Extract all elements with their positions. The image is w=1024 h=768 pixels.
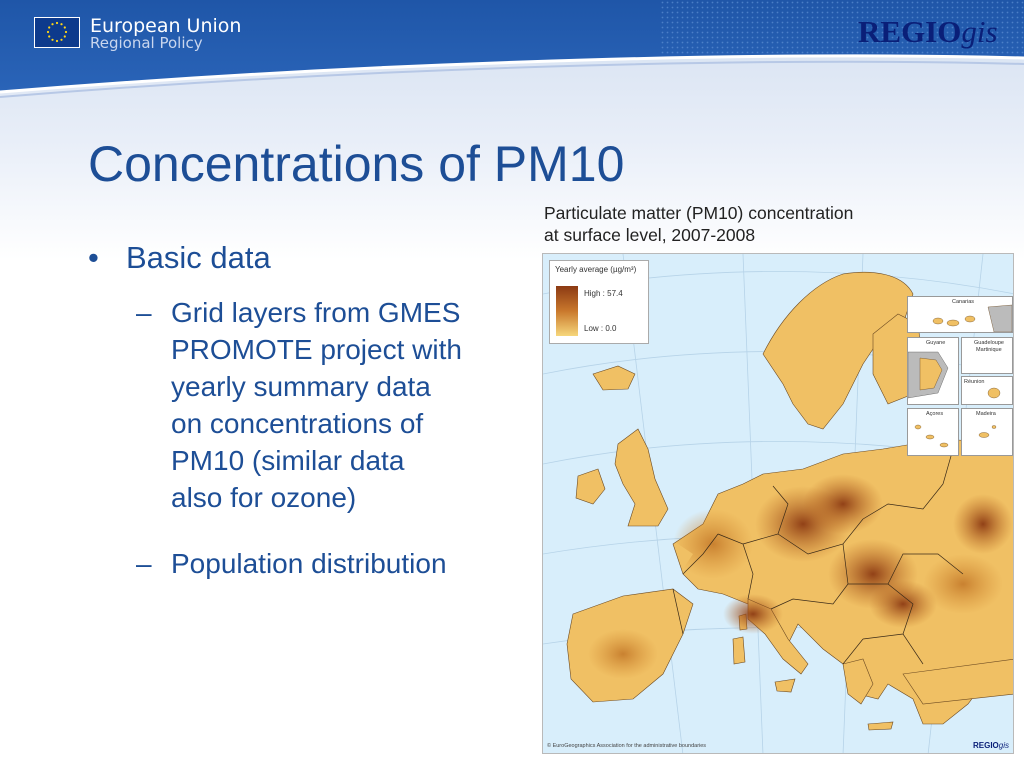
map-copyright: © EuroGeographics Association for the ad… xyxy=(547,743,707,749)
eu-org-name: European Union xyxy=(90,15,242,37)
inset-label: Réunion xyxy=(964,379,985,385)
subbullet-line: PM10 (similar data xyxy=(171,445,405,476)
subbullet-marker: – xyxy=(136,548,152,579)
subbullet-line: also for ozone) xyxy=(171,482,357,513)
outermost-region-insets: Canarias Guyane Guadeloupe Martinique Ré… xyxy=(907,296,1013,456)
legend-gradient xyxy=(556,286,578,336)
header-band: European Union Regional Policy REGIOgis xyxy=(0,0,1024,105)
inset-label: Guadeloupe xyxy=(974,340,1004,346)
subbullet-line: on concentrations of xyxy=(171,408,424,439)
inset-label: Açores xyxy=(926,411,944,417)
inset-reunion: Réunion xyxy=(961,376,1013,405)
eu-org-subtitle: Regional Policy xyxy=(90,34,203,52)
regiogis-logo-suffix: gis xyxy=(961,14,998,49)
inset-label: Guyane xyxy=(926,340,946,346)
subbullet-line: Grid layers from GMES xyxy=(171,297,461,328)
regiogis-logo: REGIOgis xyxy=(858,14,998,50)
map-logo-suffix: gis xyxy=(998,741,1009,750)
slide-title: Concentrations of PM10 xyxy=(88,136,625,192)
inset-guadeloupe-martinique: Guadeloupe Martinique xyxy=(961,337,1013,374)
inset-canarias: Canarias xyxy=(907,296,1013,333)
subbullet-line: yearly summary data xyxy=(171,371,431,402)
eu-flag-icon xyxy=(34,17,80,48)
map-drawing xyxy=(543,254,1013,753)
map-legend: Yearly average (µg/m³) High : 57.4 Low :… xyxy=(549,260,649,344)
inset-acores: Açores xyxy=(907,408,959,456)
map-logo-main: REGIO xyxy=(972,741,999,750)
legend-high: High : 57.4 xyxy=(584,289,623,298)
bullet-text: Basic data xyxy=(126,240,271,275)
inset-madeira: Madeira xyxy=(961,408,1013,456)
subbullet-text: Grid layers from GMES PROMOTE project wi… xyxy=(171,294,462,516)
subbullet-marker: – xyxy=(136,297,152,328)
subbullet-text: Population distribution xyxy=(171,548,447,579)
inset-guyane: Guyane xyxy=(907,337,959,405)
header-wave xyxy=(0,0,1024,98)
map-regiogis-logo: REGIOgis xyxy=(973,741,1009,750)
pm10-map: Yearly average (µg/m³) High : 57.4 Low :… xyxy=(542,253,1014,754)
inset-label: Canarias xyxy=(952,299,975,305)
bullet-marker: • xyxy=(88,240,99,275)
map-caption-line: Particulate matter (PM10) concentration xyxy=(544,203,854,223)
inset-label: Madeira xyxy=(976,411,996,417)
inset-label: Martinique xyxy=(976,347,1002,353)
subbullet-line: PROMOTE project with xyxy=(171,334,462,365)
map-caption: Particulate matter (PM10) concentration … xyxy=(544,202,853,246)
legend-low: Low : 0.0 xyxy=(584,324,617,333)
regiogis-logo-main: REGIO xyxy=(858,14,962,49)
map-caption-line: at surface level, 2007-2008 xyxy=(544,225,756,245)
legend-title: Yearly average (µg/m³) xyxy=(555,265,637,274)
